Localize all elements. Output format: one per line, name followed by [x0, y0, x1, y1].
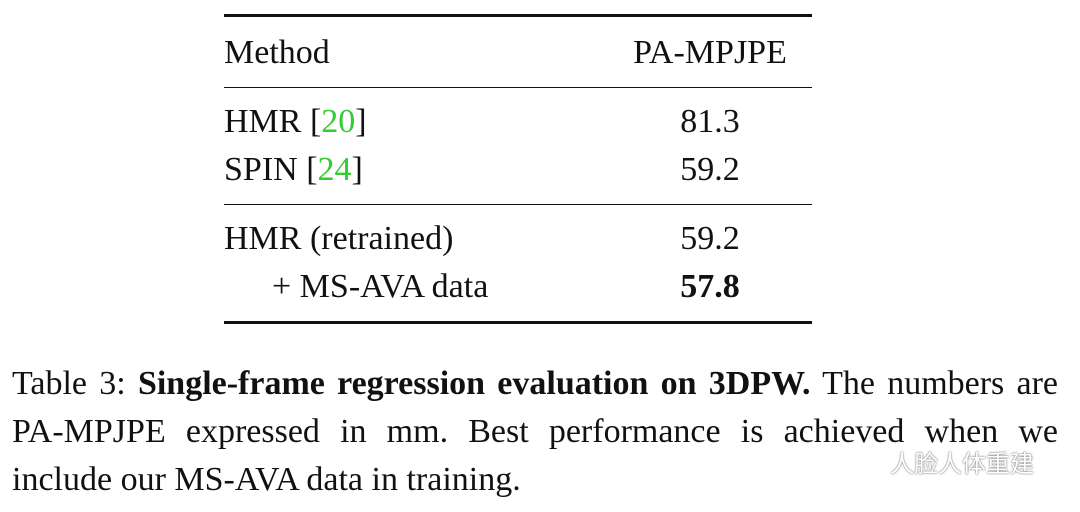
caption-body: The numbers are PA-MPJPE expressed in mm… [12, 365, 1059, 498]
bottom-rule [224, 321, 812, 324]
citation-link[interactable]: 20 [321, 103, 356, 140]
metric-value: 81.3 [680, 103, 740, 140]
baseline-group: HMR [20] 81.3 SPIN [24] 59.2 [224, 88, 812, 204]
table-row: + MS-AVA data 57.8 [224, 263, 812, 311]
metric-value: 59.2 [680, 151, 740, 188]
method-cell: HMR [20] [224, 98, 574, 146]
metric-value: 59.2 [680, 220, 740, 257]
table-header-row: Method PA-MPJPE [224, 17, 812, 87]
caption-title: Single-frame regression evaluation on 3D… [137, 365, 811, 402]
caption-label: Table 3: [12, 365, 126, 402]
best-metric-value: 57.8 [680, 268, 740, 305]
watermark: 人脸人体重建 [848, 444, 1034, 479]
results-table: Method PA-MPJPE HMR [20] 81.3 SPIN [24] … [224, 14, 812, 324]
table-row: SPIN [24] 59.2 [224, 146, 812, 194]
watermark-text: 人脸人体重建 [890, 450, 1034, 478]
method-name: SPIN [ [224, 151, 318, 188]
table-row: HMR [20] 81.3 [224, 98, 812, 146]
mid-rule [224, 204, 812, 205]
table-row: HMR (retrained) 59.2 [224, 215, 812, 263]
method-name: + MS-AVA data [272, 268, 489, 305]
top-rule [224, 14, 812, 17]
method-name: HMR [ [224, 103, 322, 140]
header-method: Method [224, 34, 330, 71]
wechat-icon [848, 448, 882, 476]
table-caption: Table 3: Single-frame regression evaluat… [12, 360, 1058, 504]
ours-group: HMR (retrained) 59.2 + MS-AVA data 57.8 [224, 205, 812, 321]
method-cell: SPIN [24] [224, 146, 574, 194]
method-name: HMR (retrained) [224, 220, 454, 257]
citation-link[interactable]: 24 [317, 151, 352, 188]
bracket-close: ] [355, 103, 367, 140]
bracket-close: ] [351, 151, 363, 188]
header-rule [224, 87, 812, 88]
header-metric: PA-MPJPE [633, 34, 787, 71]
